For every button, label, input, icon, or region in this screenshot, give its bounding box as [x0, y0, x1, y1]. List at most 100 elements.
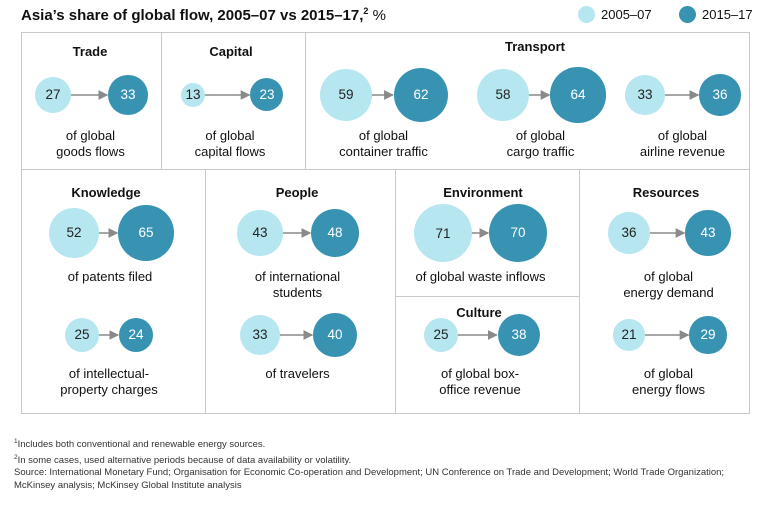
legend-label-2015-17: 2015–17: [702, 7, 753, 22]
section-title-trade: Trade: [72, 44, 108, 59]
bubble-2005-07-travelers-label: 33: [252, 327, 268, 343]
caption-energy-demand: of global energy demand: [623, 269, 713, 301]
caption-students: of international students: [255, 269, 340, 301]
bubble-2015-17-energy-flows-label: 29: [700, 327, 716, 343]
bubble-2005-07-airline-label: 33: [637, 87, 653, 103]
caption-patents: of patents filed: [68, 269, 153, 285]
bubble-2015-17-capital: 23: [250, 78, 284, 112]
legend-swatch-2015-17: [679, 6, 696, 23]
caption-boxoffice: of global box-office revenue: [439, 366, 520, 398]
section-title-knowledge: Knowledge: [71, 185, 141, 200]
title-footnote-mark: 2: [363, 6, 369, 16]
caption-line: energy demand: [623, 285, 714, 300]
bubble-2005-07-boxoffice-label: 25: [433, 327, 449, 343]
caption-line: of patents filed: [67, 269, 153, 284]
bubble-2015-17-ip: 24: [119, 318, 153, 352]
title-unit: %: [372, 7, 386, 24]
caption-line: airline revenue: [639, 144, 726, 159]
legend-item-2005-07: 2005–07: [578, 6, 652, 23]
bubble-2005-07-airline: 33: [625, 75, 665, 115]
caption-line: energy flows: [632, 382, 705, 397]
bubble-2005-07-container: 59: [319, 68, 373, 122]
bubble-2015-17-patents: 65: [118, 205, 174, 261]
bubble-2005-07-energy-flows: 21: [613, 319, 645, 351]
chart-title: Asia’s share of global flow, 2005–07 vs …: [21, 6, 386, 24]
bubble-2005-07-cargo: 58: [476, 68, 530, 122]
caption-container: of global container traffic: [339, 128, 428, 160]
bubble-2005-07-ip-label: 25: [74, 327, 90, 343]
bubble-2015-17-cargo: 64: [550, 67, 606, 123]
bubble-2015-17-students: 48: [311, 209, 359, 257]
caption-line: goods flows: [56, 144, 125, 159]
bubble-2005-07-waste-label: 71: [435, 225, 451, 241]
legend-label-2005-07: 2005–07: [601, 7, 652, 22]
bubble-2015-17-container-label: 62: [413, 87, 429, 103]
caption-line: of global: [205, 128, 255, 143]
caption-waste: of global waste inflows: [415, 269, 545, 285]
bubble-2005-07-patents-label: 52: [66, 225, 82, 241]
footnote-2: 2In some cases, used alternative periods…: [14, 453, 352, 466]
section-title-resources: Resources: [632, 185, 700, 200]
caption-line: of global: [65, 128, 116, 143]
bubble-2015-17-ip-label: 24: [128, 327, 144, 343]
section-title-environment: Environment: [443, 185, 523, 200]
footnote-1: 1Includes both conventional and renewabl…: [14, 438, 266, 451]
caption-energy-flows: of global energy flows: [632, 366, 705, 398]
bubble-2015-17-airline-label: 36: [712, 87, 728, 103]
caption-cargo: of global cargo traffic: [507, 128, 575, 160]
caption-line: students: [272, 285, 323, 300]
panel-culture: [395, 296, 580, 414]
panel-knowledge: [21, 169, 206, 414]
bubble-2015-17-boxoffice: 38: [497, 313, 541, 357]
bubble-2015-17-energy-flows: 29: [689, 316, 727, 354]
caption-line: of global: [358, 128, 409, 143]
caption-line: capital flows: [194, 144, 266, 159]
section-title-people: People: [275, 185, 319, 200]
bubble-2005-07-energy-demand-label: 36: [621, 225, 637, 241]
section-title-capital: Capital: [209, 44, 253, 59]
caption-line: of global: [515, 128, 566, 143]
caption-line: of global: [643, 269, 694, 284]
caption-line: of global box-: [440, 366, 520, 381]
bubble-2005-07-patents: 52: [49, 208, 99, 258]
bubble-2005-07-students: 43: [237, 210, 283, 256]
caption-line: property charges: [60, 382, 158, 397]
bubble-2015-17-energy-demand-label: 43: [700, 225, 716, 241]
section-title-culture: Culture: [456, 305, 502, 320]
bubble-2005-07-energy-demand: 36: [608, 212, 650, 254]
legend-item-2015-17: 2015–17: [679, 6, 753, 23]
section-title-transport: Transport: [505, 39, 565, 54]
caption-line: of travelers: [265, 366, 330, 381]
bubble-2015-17-goods: 33: [108, 75, 148, 115]
caption-capital: of global capital flows: [195, 128, 266, 160]
bubble-2015-17-waste: 70: [489, 204, 547, 262]
bubble-2005-07-energy-flows-label: 21: [621, 327, 637, 343]
bubble-2015-17-travelers: 40: [313, 313, 357, 357]
caption-line: cargo traffic: [506, 144, 575, 159]
bubble-2015-17-waste-label: 70: [510, 225, 526, 241]
caption-line: of international: [254, 269, 341, 284]
bubble-2015-17-patents-label: 65: [138, 225, 154, 241]
caption-goods: of global goods flows: [56, 128, 125, 160]
footnotes: 1Includes both conventional and renewabl…: [14, 436, 759, 492]
bubble-2015-17-students-label: 48: [327, 225, 343, 241]
bubble-2005-07-cargo-label: 58: [495, 87, 511, 103]
caption-line: of global: [657, 128, 708, 143]
bubble-2005-07-goods: 27: [35, 77, 71, 113]
caption-line: of intellectual-: [68, 366, 150, 381]
bubble-2015-17-boxoffice-label: 38: [511, 327, 527, 343]
bubble-2015-17-capital-label: 23: [259, 87, 275, 103]
bubble-2005-07-waste: 71: [414, 204, 472, 262]
bubble-2005-07-boxoffice: 25: [423, 317, 459, 353]
caption-line: of global: [643, 366, 694, 381]
bubble-2005-07-ip: 25: [64, 317, 100, 353]
bubble-2005-07-travelers: 33: [240, 315, 280, 355]
bubble-2005-07-container-label: 59: [338, 87, 354, 103]
panel-people: [205, 169, 396, 414]
caption-line: office revenue: [439, 382, 521, 397]
bubble-2015-17-cargo-label: 64: [570, 87, 586, 103]
bubble-2005-07-capital-label: 13: [185, 87, 201, 103]
bubble-2015-17-container: 62: [393, 67, 449, 123]
bubble-2005-07-goods-label: 27: [45, 87, 61, 103]
bubble-2005-07-students-label: 43: [252, 225, 268, 241]
